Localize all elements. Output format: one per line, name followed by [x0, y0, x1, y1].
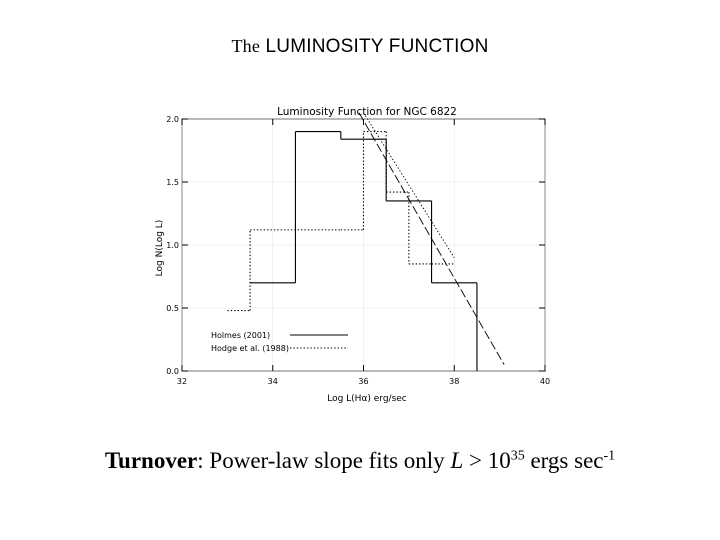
- y-tick-label: 1.5: [166, 178, 179, 187]
- slide-caption: Turnover: Power-law slope fits only L > …: [0, 448, 720, 474]
- series-1: [227, 131, 455, 312]
- fit-line: [363, 112, 455, 258]
- x-tick-label: 40: [540, 377, 550, 386]
- x-axis-label: Log L(Hα) erg/sec: [327, 394, 407, 404]
- series-0: [250, 131, 478, 371]
- series-layer: [227, 131, 478, 371]
- chart-title: Luminosity Function for NGC 6822: [277, 106, 457, 118]
- luminosity-function-chart: Luminosity Function for NGC 6822 32 34 36 3…: [155, 106, 550, 404]
- legend-label: Hodge et al. (1988): [211, 344, 289, 353]
- slide-title: The LUMINOSITY FUNCTION: [0, 36, 720, 58]
- legend: Holmes (2001) Hodge et al. (1988): [211, 331, 348, 353]
- slide-title-main: LUMINOSITY FUNCTION: [265, 36, 489, 57]
- y-axis-ticks: 0.0 0.5 1.0 1.5 2.0: [166, 115, 545, 376]
- fit-line: [358, 112, 505, 365]
- x-tick-label: 38: [449, 377, 459, 386]
- x-tick-label: 32: [177, 377, 187, 386]
- caption-text: : Power-law slope fits only: [197, 448, 451, 473]
- slide-title-prefix: The: [231, 36, 261, 56]
- y-tick-label: 1.0: [166, 241, 179, 250]
- y-tick-label: 2.0: [166, 115, 179, 124]
- x-tick-label: 34: [268, 377, 278, 386]
- x-tick-label: 36: [358, 377, 368, 386]
- x-axis-ticks: 32 34 36 38 40: [177, 119, 550, 386]
- caption-exponent: 35: [510, 448, 525, 464]
- caption-units-exponent: -1: [603, 448, 616, 464]
- caption-gt: > 10: [463, 448, 511, 473]
- legend-label: Holmes (2001): [211, 331, 270, 340]
- y-tick-label: 0.5: [166, 304, 179, 313]
- fit-lines: [358, 112, 505, 365]
- y-tick-label: 0.0: [166, 367, 179, 376]
- y-axis-label: Log N(Log L): [155, 220, 165, 277]
- caption-variable: L: [450, 448, 464, 473]
- caption-units: ergs sec: [524, 448, 604, 473]
- caption-bold: Turnover: [104, 448, 198, 473]
